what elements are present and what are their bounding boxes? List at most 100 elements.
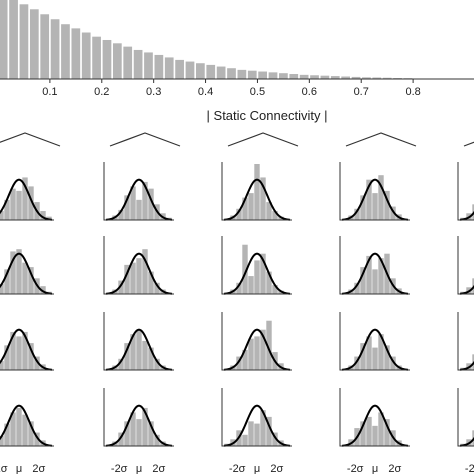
panel-axes bbox=[103, 236, 174, 295]
panel-hist-bar bbox=[148, 188, 154, 220]
panel-hist-bar bbox=[266, 416, 272, 446]
panel-hist-bar bbox=[242, 434, 248, 446]
top-x-tick-label: 0.8 bbox=[405, 86, 420, 98]
panel-axes bbox=[0, 445, 54, 447]
panel-axes bbox=[221, 236, 292, 295]
panel-hist-bar bbox=[22, 331, 28, 370]
top-hist-bar bbox=[206, 64, 216, 79]
panel-hist-bar bbox=[148, 347, 154, 370]
top-hist-bar bbox=[9, 0, 18, 80]
top-hist-bar bbox=[92, 36, 101, 79]
panel-hist-bar bbox=[136, 258, 142, 294]
top-hist-bar bbox=[268, 72, 278, 79]
panel-axes bbox=[339, 388, 410, 447]
top-hist-bar bbox=[71, 28, 81, 79]
panel-hist-bar bbox=[272, 285, 278, 294]
top-hist-bar bbox=[19, 4, 29, 79]
panel-hist-bar bbox=[118, 432, 124, 446]
panel-hist-bar bbox=[266, 320, 272, 370]
panel-hist-bar bbox=[0, 211, 4, 220]
panel-hist-bar bbox=[360, 195, 366, 220]
panel-x-tick-label: μ bbox=[136, 463, 142, 474]
panel-axes bbox=[339, 162, 410, 221]
panel-hist-bar bbox=[248, 193, 254, 220]
hist-panel bbox=[457, 162, 474, 221]
panel-hist-bar bbox=[360, 421, 366, 446]
panel-normal-curve bbox=[459, 360, 474, 371]
panel-normal-curve bbox=[459, 436, 474, 447]
top-x-tick-label: 0.5 bbox=[250, 86, 265, 98]
panel-axes bbox=[457, 388, 474, 447]
top-hist-bar bbox=[144, 52, 153, 79]
hist-panel bbox=[103, 236, 174, 295]
top-hist-bar bbox=[351, 76, 361, 79]
top-hist-bar bbox=[40, 14, 50, 79]
group-bracket bbox=[109, 132, 181, 147]
panel-x-tick-label: μ bbox=[372, 463, 378, 474]
panel-hist-bar bbox=[372, 425, 378, 446]
panel-hist-bar bbox=[4, 199, 10, 220]
hist-panel bbox=[0, 328, 54, 371]
panel-hist-bar bbox=[34, 432, 40, 446]
panel-hist-bar bbox=[254, 423, 260, 446]
panel-normal-curve bbox=[341, 328, 409, 371]
panel-hist-bar bbox=[4, 269, 10, 294]
panel-hist-bar bbox=[118, 280, 124, 294]
hist-panel bbox=[339, 312, 410, 371]
top-hist-bar bbox=[81, 32, 91, 79]
panel-axes bbox=[0, 369, 54, 371]
panel-normal-curve bbox=[105, 252, 173, 295]
hist-panel bbox=[221, 162, 292, 221]
panel-hist-bar bbox=[28, 267, 34, 294]
panel-normal-curve bbox=[105, 178, 173, 221]
panel-hist-bar bbox=[372, 269, 378, 294]
panel-hist-bar bbox=[130, 412, 136, 446]
panel-hist-bar bbox=[254, 336, 260, 370]
panel-hist-bar bbox=[254, 260, 260, 294]
panel-normal-curve bbox=[223, 404, 291, 447]
panel-hist-bar bbox=[260, 329, 266, 370]
panel-normal-curve bbox=[0, 404, 53, 447]
panel-x-tick-label: μ bbox=[16, 463, 22, 474]
panel-hist-bar bbox=[118, 358, 124, 370]
panel-hist-bar bbox=[10, 188, 16, 220]
panel-hist-bar bbox=[124, 421, 130, 446]
panel-hist-bar bbox=[248, 276, 254, 294]
panel-hist-bar bbox=[130, 262, 136, 294]
hist-panel bbox=[103, 312, 174, 371]
top-hist-bar bbox=[123, 46, 133, 79]
panel-hist-bar bbox=[372, 347, 378, 370]
top-hist-bar bbox=[382, 77, 392, 79]
panel-hist-bar bbox=[40, 286, 46, 294]
panel-normal-curve bbox=[459, 284, 474, 295]
panel-hist-bar bbox=[366, 416, 372, 446]
top-x-tick-label: 0.4 bbox=[198, 86, 213, 98]
panel-normal-curve bbox=[459, 210, 474, 221]
panel-hist-bar bbox=[360, 343, 366, 370]
panel-hist-bar bbox=[10, 331, 16, 370]
top-hist-bar bbox=[227, 68, 236, 79]
top-hist-bar bbox=[216, 66, 226, 79]
panel-hist-bar bbox=[366, 336, 372, 370]
panel-hist-bar bbox=[366, 255, 372, 294]
panel-axes bbox=[221, 388, 292, 447]
panel-x-tick-label: -2σ bbox=[111, 463, 128, 474]
top-hist-bar bbox=[320, 75, 330, 79]
panel-axes bbox=[0, 219, 54, 221]
top-hist-bar bbox=[196, 63, 205, 79]
panel-hist-bar bbox=[378, 334, 384, 370]
panel-hist-bar bbox=[124, 195, 130, 220]
panel-hist-bar bbox=[378, 175, 384, 220]
top-hist-bar bbox=[175, 59, 184, 79]
panel-normal-curve bbox=[223, 178, 291, 221]
top-hist-bar bbox=[0, 0, 8, 79]
panel-hist-bar bbox=[10, 251, 16, 294]
panel-x-tick-label: 2σ bbox=[152, 463, 165, 474]
top-hist-bar bbox=[102, 39, 112, 79]
panel-hist-bar bbox=[378, 258, 384, 294]
top-x-tick-label: 0.3 bbox=[146, 86, 161, 98]
